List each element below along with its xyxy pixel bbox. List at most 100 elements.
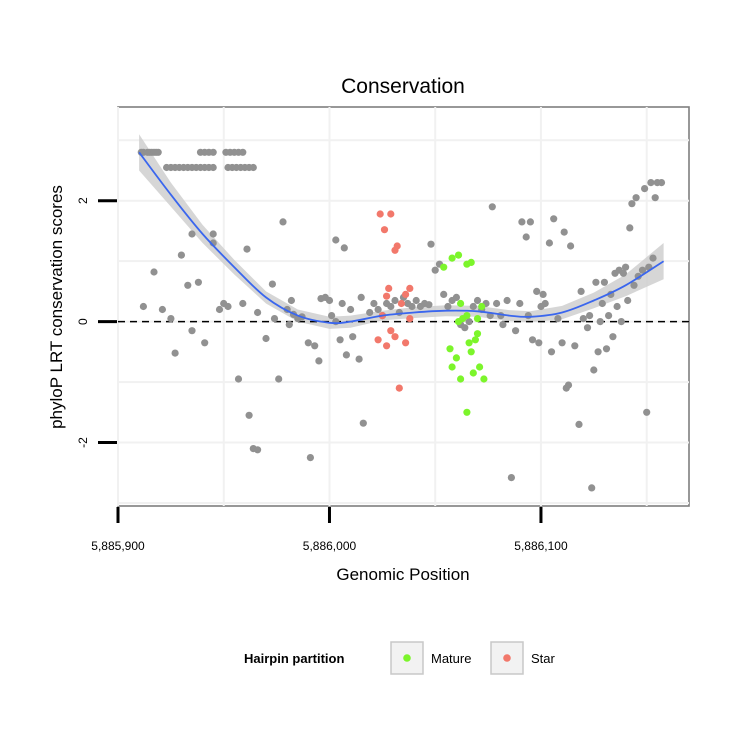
point-other: [518, 218, 526, 226]
point-other: [359, 419, 367, 427]
point-mature: [476, 363, 484, 371]
point-other: [201, 339, 209, 347]
legend-marker-mature: [403, 654, 411, 662]
chart-title: Conservation: [341, 75, 465, 98]
point-other: [234, 375, 243, 383]
y-tick-label: -2: [76, 437, 90, 448]
point-star: [406, 284, 414, 292]
point-star: [385, 284, 393, 292]
legend-label-mature: Mature: [431, 651, 471, 666]
point-other: [431, 266, 439, 274]
point-other: [315, 357, 323, 365]
gridlines: [117, 107, 689, 506]
point-other: [270, 315, 279, 323]
point-star: [383, 292, 391, 300]
point-other: [349, 333, 357, 341]
point-other: [550, 215, 558, 223]
x-tick-label: 5,886,100: [514, 539, 568, 553]
point-other: [526, 218, 535, 226]
point-other: [395, 308, 403, 317]
point-other: [332, 236, 340, 244]
point-mature: [446, 345, 454, 353]
point-other: [370, 299, 378, 308]
point-mature: [452, 354, 460, 362]
point-other: [522, 233, 530, 241]
point-mature: [465, 339, 473, 347]
point-other: [311, 342, 319, 350]
point-other: [598, 299, 606, 308]
point-other: [554, 315, 562, 323]
point-other: [605, 312, 613, 320]
point-other: [167, 315, 175, 323]
point-other: [184, 281, 192, 289]
point-mature: [478, 302, 486, 311]
point-other: [641, 185, 649, 193]
data-points: [137, 148, 666, 492]
point-other: [624, 296, 632, 305]
point-star: [402, 290, 410, 298]
point-other: [613, 302, 621, 311]
point-other: [171, 349, 179, 357]
point-other: [579, 315, 587, 323]
point-other: [391, 296, 399, 305]
y-axis: -2 0 2: [76, 197, 117, 448]
point-other: [528, 336, 537, 344]
point-other: [651, 194, 659, 202]
point-star: [402, 339, 410, 347]
point-mature: [463, 408, 471, 416]
point-other: [516, 299, 524, 308]
point-other: [224, 302, 232, 311]
legend-label-star: Star: [531, 651, 556, 666]
point-other: [600, 278, 609, 286]
point-mature: [457, 375, 465, 383]
point-other: [533, 287, 541, 295]
point-other: [262, 334, 270, 343]
point-mature: [448, 363, 456, 371]
point-other: [545, 239, 554, 247]
y-tick-label: 0: [76, 318, 90, 325]
point-other: [499, 321, 507, 329]
point-other: [524, 312, 532, 320]
point-other: [387, 302, 395, 311]
point-star: [387, 210, 395, 218]
x-axis: 5,885,900 5,886,000 5,886,100: [91, 507, 568, 553]
point-other: [461, 324, 469, 332]
point-mature: [440, 263, 448, 271]
point-other: [473, 296, 482, 305]
point-other: [535, 339, 543, 347]
point-other: [571, 342, 579, 350]
point-other: [336, 336, 344, 344]
point-mature: [473, 315, 482, 323]
point-other: [425, 301, 433, 309]
point-other: [209, 148, 217, 156]
point-other: [177, 251, 185, 259]
point-star: [395, 384, 403, 392]
point-other: [158, 305, 166, 314]
point-other: [139, 302, 147, 311]
point-other: [622, 263, 630, 271]
point-other: [154, 148, 162, 156]
point-other: [465, 318, 473, 326]
point-mature: [473, 330, 482, 338]
point-other: [649, 254, 657, 262]
point-other: [374, 305, 382, 314]
point-other: [564, 381, 573, 389]
point-mature: [463, 312, 471, 320]
point-other: [209, 230, 217, 238]
point-other: [338, 299, 346, 308]
point-other: [355, 355, 363, 363]
point-mature: [454, 251, 463, 259]
point-other: [638, 266, 647, 274]
point-other: [647, 179, 655, 187]
point-other: [586, 312, 594, 320]
point-other: [245, 411, 253, 419]
point-other: [209, 163, 217, 172]
point-other: [366, 308, 374, 317]
point-other: [609, 333, 617, 341]
point-other: [588, 484, 596, 492]
point-other: [194, 278, 202, 286]
point-other: [577, 287, 585, 295]
point-other: [583, 324, 592, 332]
point-other: [243, 245, 251, 253]
point-star: [397, 299, 405, 308]
